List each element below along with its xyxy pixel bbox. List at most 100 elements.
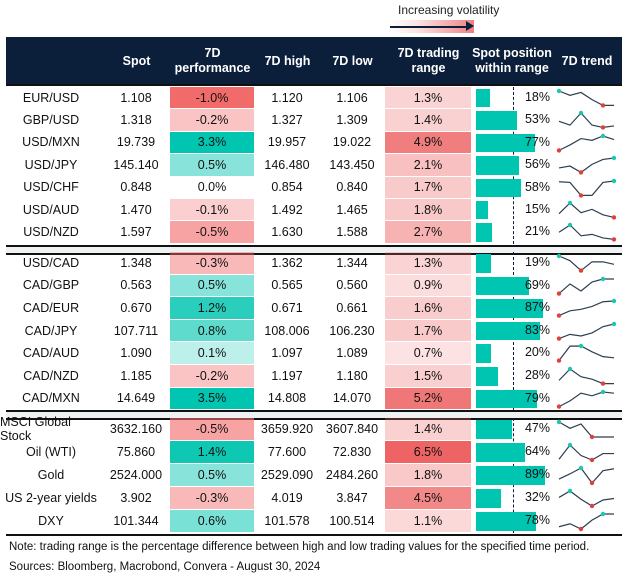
trend-low-marker [600,103,606,108]
name-cell: Gold [37,468,65,482]
spot-cell: 14.649 [116,391,156,406]
high-cell: 146.480 [264,157,310,172]
perf-cell: 0.8% [170,319,254,342]
range-cell: 1.1% [385,510,471,532]
perf-cell: -0.3% [170,487,254,509]
low-cell: 0.661 [336,300,368,315]
perf-cell: 3.5% [170,387,254,410]
trend-high-marker [567,488,573,494]
low-cell: 1.344 [336,255,368,270]
position-bar [476,420,513,439]
table-row: CAD/EUR 0.670 1.2% 0.671 0.661 1.6% 87% [0,297,629,320]
trend-line [558,421,614,438]
range-cell: 1.6% [385,297,471,319]
trend-sparkline [556,133,615,153]
high-cell: 1.630 [271,225,303,240]
high-cell: 0.854 [271,180,303,195]
column-header: 7D trend [561,53,613,68]
low-cell: 0.560 [336,278,368,293]
high-cell: 2529.090 [260,468,314,482]
table-row: US 2-year yields 3.902 -0.3% 4.019 3.847 4.5%… [0,487,629,510]
position-value: 28% [524,368,550,382]
table-row: DXY 101.344 0.6% 101.578 100.514 1.1% 78% [0,510,629,533]
trend-sparkline [558,178,617,198]
position-bar [476,489,501,508]
trend-low-marker [556,147,562,153]
spot-cell: 3.902 [120,491,152,505]
low-cell: 72.830 [332,445,372,459]
table-row: Gold 2524.000 0.5% 2529.090 2484.260 1.8% 89% [0,464,629,487]
table-row: CAD/JPY 107.711 0.8% 108.006 106.230 1.7% 83% [0,319,629,343]
trend-low-marker [589,457,595,463]
position-bar [476,201,488,220]
trend-sparkline [558,223,617,242]
trend-line [558,179,615,196]
position-bar [476,367,498,386]
table-row: CAD/MXN 14.649 3.5% 14.808 14.070 5.2% 79% [0,387,629,411]
position-value: 79% [524,390,550,405]
range-cell: 2.1% [385,154,471,176]
trend-low-marker [578,192,584,198]
position-value: 18% [524,90,550,104]
range-cell: 1.4% [385,418,471,440]
low-cell: 1.465 [336,202,368,217]
table-row: USD/CAD 1.348 -0.3% 1.362 1.344 1.3% 19% [0,252,629,275]
spot-cell: 107.711 [113,323,159,338]
name-cell: CAD/AUD [22,346,80,361]
trend-high-marker [600,511,606,517]
spot-cell: 1.470 [120,202,152,217]
low-cell: 1.180 [336,368,368,383]
perf-cell: -0.5% [170,221,254,243]
range-cell: 1.3% [385,252,471,274]
name-cell: CAD/MXN [22,391,80,406]
trend-line [558,90,614,106]
trend-line [558,467,615,484]
name-cell: US 2-year yields [5,491,97,505]
trend-line [558,112,615,129]
trend-high-marker [556,419,562,425]
trend-high-marker [567,366,573,372]
trend-sparkline [558,488,615,509]
name-cell: EUR/USD [22,90,80,105]
range-cell: 0.7% [385,342,471,364]
low-cell: 14.070 [332,391,372,406]
table-row: USD/AUD 1.470 -0.1% 1.492 1.465 1.8% 15% [0,199,629,221]
range-cell: 1.4% [385,109,471,131]
position-value: 69% [524,277,550,292]
arrow-right-icon [390,26,468,28]
trend-line [558,390,615,407]
high-cell: 19.957 [267,135,307,150]
position-value: 21% [524,224,550,239]
table-row: CAD/GBP 0.563 0.5% 0.565 0.560 0.9% 69% [0,274,629,298]
trend-sparkline [558,465,615,486]
name-cell: Oil (WTI) [26,445,76,459]
trend-low-marker [556,336,562,341]
high-cell: 1.327 [271,113,303,128]
table-row: EUR/USD 1.108 -1.0% 1.120 1.106 1.3% 18% [0,87,629,109]
perf-cell: 1.4% [170,441,254,463]
column-header: 7D trading range [397,46,460,75]
position-bar [476,254,491,273]
trend-sparkline [556,298,617,318]
low-cell: 3.847 [336,491,368,505]
table-row: Oil (WTI) 75.860 1.4% 77.600 72.830 6.5% 64% [0,441,629,464]
trend-high-marker [567,200,573,206]
position-value: 19% [524,255,550,269]
name-cell: USD/CAD [22,255,80,270]
position-bar [476,466,545,485]
trend-low-marker [600,381,606,386]
range-cell: 5.2% [385,387,471,410]
trend-low-marker [589,434,595,440]
spot-cell: 1.185 [120,368,152,383]
range-cell: 4.5% [385,487,471,509]
position-bar [476,389,537,409]
range-cell: 1.8% [385,199,471,221]
trend-low-marker [556,313,562,318]
trend-line [558,135,615,151]
section-divider [6,247,622,253]
perf-cell: 0.5% [170,274,254,297]
trend-sparkline [556,321,617,341]
name-cell: DXY [38,514,64,528]
trend-sparkline [558,155,617,175]
